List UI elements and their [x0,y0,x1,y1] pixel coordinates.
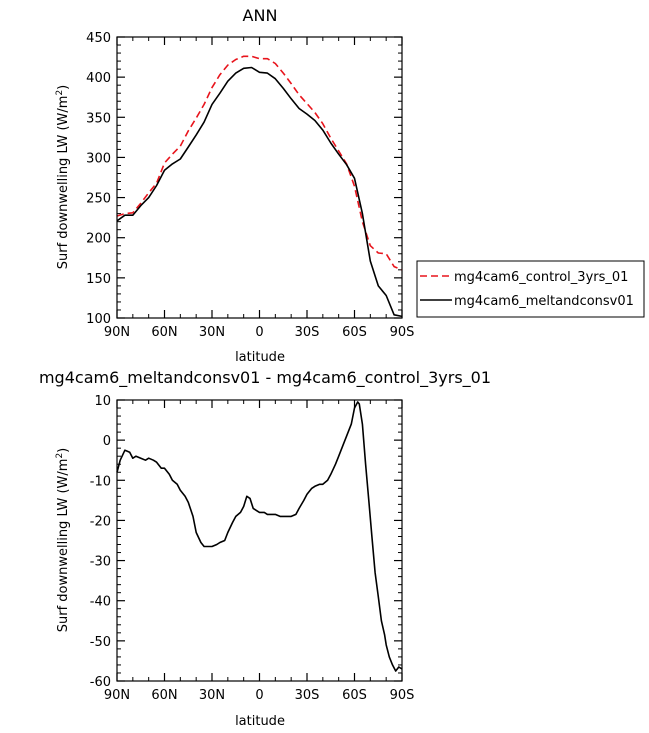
top-y-tick-label: 200 [86,232,111,247]
top-y-tick-label: 350 [86,111,111,126]
top-x-tick-label: 30S [295,325,320,340]
bottom-y-tick-label: 0 [103,434,111,449]
bottom-x-tick-label: 30N [199,688,225,703]
top-xlabel: latitude [235,350,285,365]
top-y-tick-label: 150 [86,272,111,287]
top-y-tick-label: 450 [86,31,111,46]
top-plot-frame [116,36,403,319]
top-x-tick-label: 90N [104,325,130,340]
top-series-group [116,55,403,318]
bottom-x-tick-label: 60S [342,688,367,703]
legend: mg4cam6_control_3yrs_01 mg4cam6_meltandc… [416,260,645,318]
bottom-panel: mg4cam6_meltandconsv01 - mg4cam6_control… [39,368,491,729]
bottom-y-tick-label: 10 [94,394,111,409]
legend-label-meltandconsv: mg4cam6_meltandconsv01 [454,294,634,309]
top-x-tick-label: 60N [151,325,177,340]
bottom-x-tick-label: 90S [390,688,415,703]
bottom-y-tick-label: -10 [90,474,111,489]
top-series-line-0 [116,55,403,271]
bottom-y-tick-label: -60 [90,675,111,690]
top-y-tick-label: 400 [86,71,111,86]
bottom-y-tick-label: -40 [90,595,111,610]
top-x-tick-label: 30N [199,325,225,340]
bottom-y-tick-label: -20 [90,514,111,529]
bottom-title: mg4cam6_meltandconsv01 - mg4cam6_control… [39,368,491,388]
legend-label-control: mg4cam6_control_3yrs_01 [454,270,628,285]
bottom-y-tick-label: -50 [90,635,111,650]
bottom-x-tick-label: 0 [255,688,263,703]
top-y-tick-label: 300 [86,151,111,166]
bottom-y-tick-label: -30 [90,555,111,570]
top-x-tick-label: 60S [342,325,367,340]
bottom-series-line-0 [116,401,403,672]
bottom-x-tick-label: 30S [295,688,320,703]
bottom-x-tick-label: 90N [104,688,130,703]
bottom-plot-frame [116,399,403,682]
legend-box [416,260,645,318]
bottom-xlabel: latitude [235,714,285,729]
top-y-tick-label: 100 [86,312,111,327]
top-y-tick-label: 250 [86,192,111,207]
top-ticks: 90N 60N 30N 0 30S 60S 90S 100 150 200 250 300 350 400… [86,31,414,340]
top-panel: ANN 90N 60N 30N 0 30S 60S 90S 100 150 200 250 300 35… [55,6,645,365]
bottom-ticks: 90N 60N 30N 0 30S 60S 90S -60 -50 -40 -30 -20 -10 0 10 [90,394,415,703]
bottom-ylabel: Surf downwelling LW (W/m2) [55,448,71,633]
top-series-line-1 [116,66,403,318]
bottom-x-tick-label: 60N [151,688,177,703]
top-x-tick-label: 0 [255,325,263,340]
bottom-series-group [116,401,403,672]
top-x-tick-label: 90S [390,325,415,340]
top-ylabel: Surf downwelling LW (W/m2) [55,85,71,270]
top-title: ANN [243,6,278,25]
